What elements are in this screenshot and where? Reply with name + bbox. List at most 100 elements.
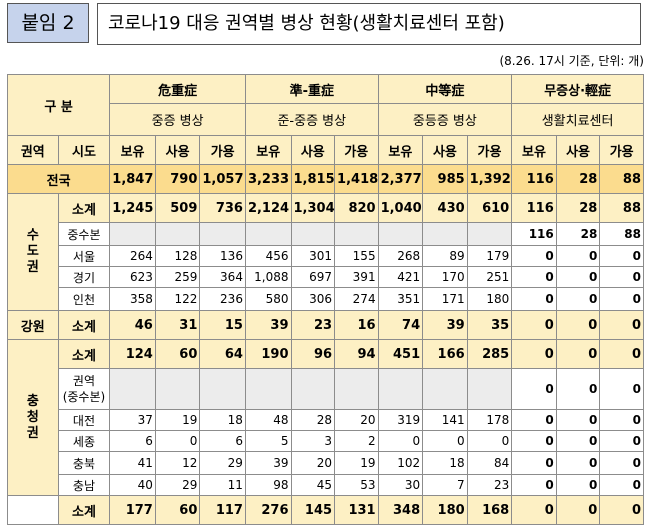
cell-value: 421: [377, 266, 424, 288]
cell-value: 0: [599, 287, 644, 311]
cell-value: [244, 368, 292, 410]
cell-value: 1,304: [290, 193, 336, 223]
cell-value: 190: [244, 339, 292, 369]
cell-value: 166: [422, 339, 468, 369]
cell-value: [422, 222, 468, 246]
cell-value: 5: [244, 430, 292, 452]
cell-value: 180: [422, 495, 468, 525]
cell-value: [244, 222, 292, 246]
cell-value: 37: [109, 409, 156, 431]
cell-value: 509: [154, 193, 201, 223]
cell-value: 6: [199, 430, 246, 452]
city-label: 경기: [57, 266, 111, 288]
city-label-text: 중수본: [67, 227, 101, 242]
cell-value: 736: [199, 193, 246, 223]
cell-value: 40: [109, 474, 156, 496]
cell-value: 122: [154, 287, 201, 311]
cell-value: 0: [599, 266, 644, 288]
cell-value: 6: [109, 430, 156, 452]
table-row: 인천 358 122 236 580 306 274 351 171 180 0 0 0: [8, 287, 644, 311]
cell-value: 0: [555, 409, 601, 431]
table-row: 서울 264 128 136 456 301 155 268 89 179 0 0 0: [8, 245, 644, 267]
group-name: 準-重症: [244, 74, 379, 104]
city-label: 인천: [57, 287, 111, 311]
cell-value: 19: [154, 409, 201, 431]
cell-value: 31: [154, 310, 201, 340]
city-label-text: 세종: [72, 434, 95, 449]
group-name: 中等症: [377, 74, 513, 104]
table-row: 소계 177 60 117 276 145 131 348 180 168 0 0 0: [7, 495, 644, 525]
cell-value: 1,847: [109, 164, 156, 194]
region-label: [7, 495, 59, 525]
cell-value: 274: [334, 287, 379, 311]
region-label: 강원: [7, 310, 59, 340]
cell-value: 348: [377, 495, 424, 525]
attachment-tag: 붙임 2: [7, 3, 89, 43]
cell-value: 141: [422, 409, 468, 431]
cell-value: 28: [555, 193, 601, 223]
cell-value: 0: [555, 339, 601, 369]
cell-value: 276: [244, 495, 292, 525]
cell-value: 170: [422, 266, 468, 288]
cell-value: 430: [422, 193, 468, 223]
cell-value: 16: [334, 310, 379, 340]
cell-value: 28: [555, 222, 601, 246]
cell-value: 102: [377, 451, 424, 475]
cell-value: 697: [290, 266, 336, 288]
cell-value: [199, 222, 246, 246]
cell-value: 117: [199, 495, 246, 525]
cell-value: 28: [555, 164, 601, 194]
cell-value: 351: [377, 287, 424, 311]
header-row-groups: 구 분 危重症 準-重症 中等症 무증상·輕症: [6, 74, 644, 136]
cell-value: [466, 222, 513, 246]
row-label: 전국: [6, 164, 111, 194]
city-label: 소계: [57, 339, 111, 369]
cell-value: 128: [154, 245, 201, 267]
city-label-text: 인천: [72, 292, 95, 307]
region-label: 충청권: [7, 339, 59, 496]
cell-value: 0: [555, 266, 601, 288]
cell-value: 0: [154, 430, 201, 452]
table-row: 대전 37 19 18 48 28 20 319 141 178 0 0 0: [8, 409, 644, 431]
cell-value: 89: [422, 245, 468, 267]
table-row: 강원 소계 46 31 15 39 23 16 74 39 35 0 0 0: [7, 310, 644, 340]
cell-value: [199, 368, 246, 410]
cell-value: 0: [511, 430, 557, 452]
cell-value: 136: [199, 245, 246, 267]
cell-value: 116: [511, 193, 557, 223]
cell-value: 0: [599, 451, 644, 475]
group-name: 危重症: [109, 74, 246, 104]
corner-label: 구 분: [6, 74, 111, 136]
cell-value: 179: [466, 245, 513, 267]
city-label: 대전: [57, 409, 111, 431]
cell-value: [290, 222, 336, 246]
metric-header: 사용: [290, 135, 336, 165]
metric-header: 가용: [466, 135, 513, 165]
metric-header: 보유: [511, 135, 557, 165]
cell-value: 29: [154, 474, 201, 496]
city-label: 소계: [57, 193, 111, 223]
cell-value: 358: [109, 287, 156, 311]
cell-value: 3,233: [244, 164, 292, 194]
cell-value: 96: [290, 339, 336, 369]
region-label-text: 강원: [20, 319, 45, 335]
cell-value: [109, 222, 156, 246]
cell-value: [334, 222, 379, 246]
metric-header: 보유: [377, 135, 424, 165]
bed-status-table: 구 분 危重症 準-重症 中等症 무증상·輕症 중증 병상 준-중증 병상 중등…: [6, 74, 644, 525]
city-label: 서울: [57, 245, 111, 267]
cell-value: 2,124: [244, 193, 292, 223]
cell-value: 88: [599, 193, 644, 223]
city-label-text: (중수본): [62, 390, 106, 404]
cell-value: 60: [154, 339, 201, 369]
city-label-text: 경기: [72, 270, 95, 285]
cell-value: 0: [555, 245, 601, 267]
page-title: 코로나19 대응 권역별 병상 현황(생활치료센터 포함): [97, 3, 641, 45]
cell-value: 23: [466, 474, 513, 496]
region-label-text: 충청권: [26, 393, 39, 441]
cell-value: 64: [199, 339, 246, 369]
cell-value: 45: [290, 474, 336, 496]
cell-value: 155: [334, 245, 379, 267]
metric-header: 보유: [244, 135, 292, 165]
cell-value: 15: [199, 310, 246, 340]
